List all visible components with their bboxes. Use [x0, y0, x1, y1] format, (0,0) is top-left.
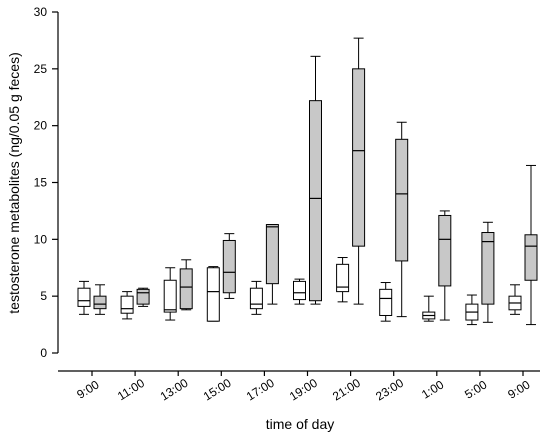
- y-tick-label: 20: [34, 119, 48, 133]
- x-tick-label: 5:00: [462, 377, 490, 401]
- y-tick-label: 5: [40, 289, 47, 303]
- y-tick-label: 30: [34, 5, 48, 19]
- iqr-box: [395, 138, 409, 262]
- box-white-2: [163, 267, 177, 321]
- iqr-box: [336, 263, 350, 293]
- iqr-box: [120, 295, 134, 314]
- x-tick-label: 15:00: [201, 376, 234, 404]
- box-gray-3: [222, 233, 236, 299]
- boxes: [77, 37, 538, 326]
- box-white-1: [120, 291, 134, 320]
- box-white-6: [336, 257, 350, 303]
- box-white-3: [206, 266, 220, 322]
- y-tick-label: 10: [34, 232, 48, 246]
- x-tick-label: 9:00: [74, 377, 102, 401]
- box-gray-6: [352, 37, 366, 305]
- box-gray-9: [481, 221, 495, 323]
- box-gray-0: [93, 284, 107, 315]
- box-white-8: [422, 295, 436, 322]
- x-tick-label: 19:00: [287, 376, 320, 404]
- iqr-box: [77, 287, 91, 307]
- y-axis-title: testosterone metabolites (ng/0.05 g fece…: [6, 52, 22, 313]
- x-tick-label: 1:00: [419, 377, 447, 401]
- x-tick-label: 21:00: [330, 376, 363, 404]
- box-gray-1: [136, 287, 150, 307]
- x-axis-title: time of day: [266, 416, 334, 432]
- iqr-box: [481, 232, 495, 305]
- y-tick-label: 25: [34, 62, 48, 76]
- box-gray-7: [395, 121, 409, 318]
- x-ticks: 9:00 11:00 13:00 15:00 17:00 19:00 21:00 23:00 1…: [74, 371, 533, 404]
- iqr-box: [293, 280, 306, 301]
- box-white-0: [77, 280, 91, 315]
- iqr-box: [249, 287, 263, 310]
- box-white-4: [249, 280, 263, 315]
- box-gray-4: [265, 224, 279, 305]
- iqr-box: [179, 268, 193, 310]
- iqr-box: [163, 279, 177, 313]
- box-gray-5: [309, 55, 322, 305]
- iqr-box: [309, 100, 322, 302]
- iqr-box: [524, 234, 538, 281]
- iqr-box: [438, 214, 452, 287]
- box-white-10: [508, 284, 522, 315]
- iqr-box: [222, 239, 236, 294]
- x-tick-label: 11:00: [115, 376, 147, 403]
- box-white-5: [293, 278, 306, 305]
- x-tick-label: 13:00: [158, 376, 191, 404]
- box-gray-8: [438, 210, 452, 321]
- y-ticks: 0 5 10 15 20 25 30: [34, 5, 58, 360]
- box-gray-2: [179, 259, 193, 311]
- box-white-9: [465, 294, 479, 326]
- iqr-box: [265, 224, 279, 285]
- y-tick-label: 0: [40, 346, 47, 360]
- x-tick-label: 9:00: [505, 377, 533, 401]
- iqr-box: [379, 288, 393, 316]
- iqr-box: [136, 288, 150, 305]
- y-tick-label: 15: [34, 176, 48, 190]
- box-white-7: [379, 282, 393, 322]
- box-gray-10: [524, 164, 538, 326]
- iqr-box: [352, 68, 366, 247]
- iqr-box: [206, 267, 220, 322]
- iqr-box: [93, 295, 107, 310]
- x-tick-label: 23:00: [373, 376, 406, 404]
- x-tick-label: 17:00: [244, 376, 277, 404]
